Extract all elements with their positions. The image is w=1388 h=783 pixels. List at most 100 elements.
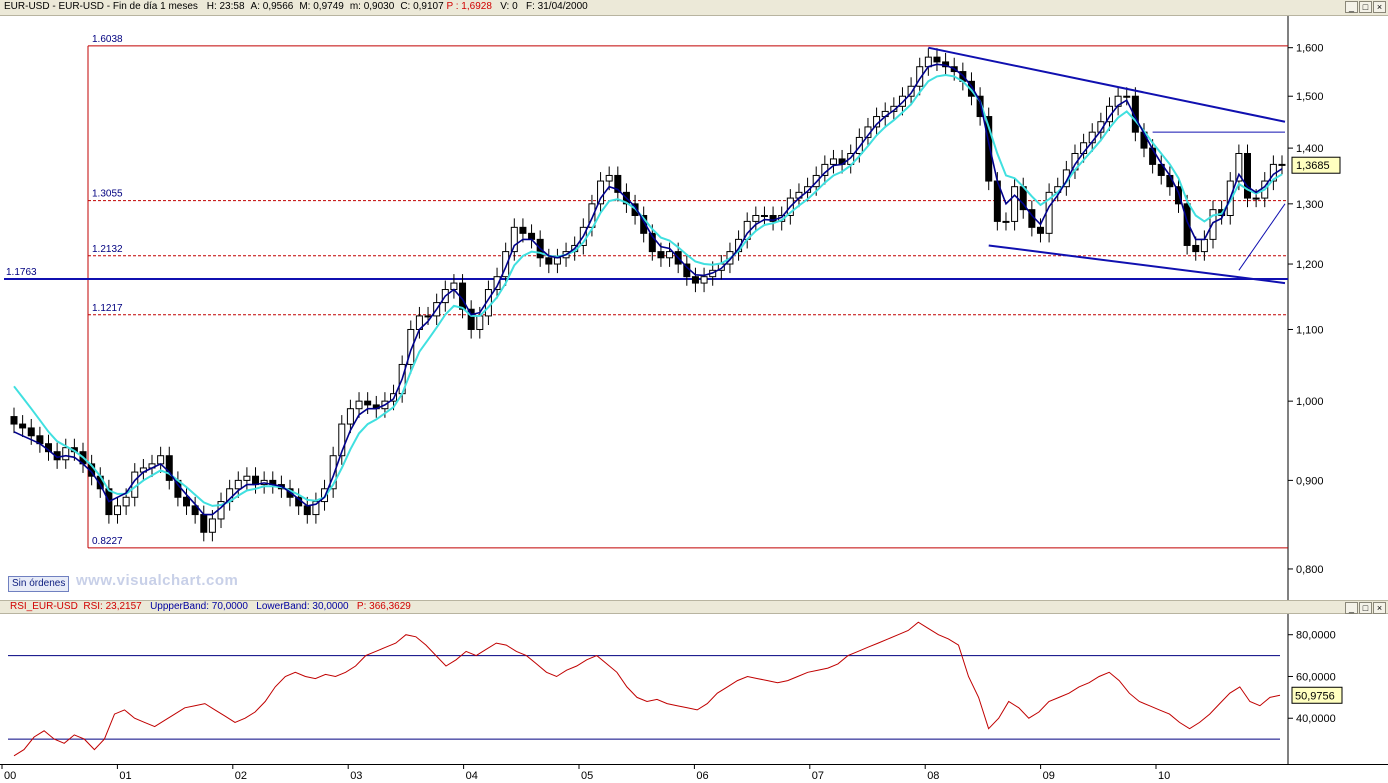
level-label: 1.6038 bbox=[92, 34, 123, 45]
candle bbox=[10, 416, 18, 425]
candle bbox=[666, 251, 674, 259]
header-field: H: 23:58 bbox=[206, 1, 245, 12]
candle bbox=[27, 427, 35, 437]
level-label: 1.3055 bbox=[92, 189, 123, 200]
candle bbox=[553, 257, 561, 265]
ma-fast-line bbox=[13, 63, 1283, 516]
f-field: F: 31/04/2000 bbox=[526, 1, 588, 12]
close-button[interactable]: × bbox=[1373, 1, 1386, 13]
candle bbox=[916, 66, 924, 87]
price-tick-label: 1,400 bbox=[1296, 143, 1324, 155]
rsi-line bbox=[13, 621, 1281, 757]
candle bbox=[907, 85, 915, 97]
candle bbox=[545, 257, 553, 265]
candle bbox=[329, 455, 337, 490]
candle bbox=[62, 447, 70, 461]
candle bbox=[510, 226, 518, 253]
maximize-button[interactable]: □ bbox=[1359, 1, 1372, 13]
rsi-value: RSI: 23,2157 bbox=[83, 601, 142, 612]
price-tick-label: 0,900 bbox=[1296, 475, 1324, 487]
candle bbox=[1105, 105, 1113, 123]
rsi-tick-label: 80,0000 bbox=[1296, 630, 1336, 642]
quote-info: EUR-USD - EUR-USD - Fin de día 1 meses H… bbox=[4, 1, 588, 12]
price-tick-label: 1,300 bbox=[1296, 199, 1324, 211]
candle bbox=[985, 116, 993, 182]
candle bbox=[648, 232, 656, 253]
candle bbox=[1235, 152, 1243, 182]
window-buttons: _ □ × bbox=[1345, 1, 1386, 13]
candle bbox=[1243, 152, 1251, 199]
candle bbox=[890, 105, 898, 112]
candle bbox=[700, 276, 708, 284]
candle bbox=[407, 328, 415, 365]
rsi-maximize-button[interactable]: □ bbox=[1359, 602, 1372, 614]
price-chart[interactable]: 1,600 1,500 1,400 1,300 1,200 1,100 1,000 0,900… bbox=[0, 16, 1388, 600]
candle bbox=[1123, 95, 1131, 98]
candle bbox=[364, 400, 372, 406]
candle bbox=[1192, 244, 1200, 253]
candle bbox=[855, 136, 863, 154]
candle bbox=[355, 400, 363, 410]
price-tick-label: 1,000 bbox=[1296, 396, 1324, 408]
level-label: 0.8227 bbox=[92, 536, 123, 547]
candle bbox=[191, 505, 199, 516]
time-tick-label: 04 bbox=[466, 770, 478, 782]
candle bbox=[657, 251, 665, 259]
candle bbox=[933, 56, 941, 63]
candle bbox=[476, 315, 484, 330]
candle bbox=[605, 174, 613, 182]
price-tick-label: 1,600 bbox=[1296, 43, 1324, 55]
price-tick-label: 1,500 bbox=[1296, 91, 1324, 103]
time-tick-label: 06 bbox=[696, 770, 708, 782]
candle bbox=[234, 479, 242, 490]
candle bbox=[303, 505, 311, 516]
candle bbox=[1002, 220, 1010, 223]
symbol-label: EUR-USD - EUR-USD bbox=[4, 1, 104, 12]
candle bbox=[1252, 197, 1260, 200]
candle bbox=[1200, 238, 1208, 253]
candle bbox=[467, 308, 475, 330]
candle bbox=[157, 455, 165, 465]
candle bbox=[243, 475, 251, 481]
rsi-chart[interactable]: 80,0000 60,0000 40,0000 50,9756 bbox=[0, 614, 1388, 764]
p-field: P : 1,6928 bbox=[446, 1, 492, 12]
candle bbox=[200, 514, 208, 533]
period-label: Fin de día 1 meses bbox=[112, 1, 198, 12]
orders-button[interactable]: Sin órdenes bbox=[8, 576, 70, 592]
price-tick-label: 1,200 bbox=[1296, 259, 1324, 271]
rsi-tick-label: 60,0000 bbox=[1296, 671, 1336, 683]
level-label: 1.1217 bbox=[92, 303, 123, 314]
candle bbox=[1036, 226, 1044, 234]
rsi-minimize-button[interactable]: _ bbox=[1345, 602, 1358, 614]
candle bbox=[614, 174, 622, 193]
time-tick-label: 07 bbox=[812, 770, 824, 782]
rsi-title-bar: RSI_EUR-USD RSI: 23,2157 UppperBand: 70,… bbox=[0, 600, 1388, 614]
time-axis: 00 01 02 03 04 05 06 07 08 09 10 bbox=[0, 764, 1388, 782]
candle bbox=[640, 214, 648, 234]
candle bbox=[519, 226, 527, 234]
price-tick-label: 1,100 bbox=[1296, 324, 1324, 336]
candle bbox=[493, 276, 501, 291]
rsi-last-box bbox=[1291, 686, 1343, 704]
time-tick-label: 05 bbox=[581, 770, 593, 782]
candle bbox=[597, 180, 605, 205]
rsi-upper-band: UppperBand: 70,0000 bbox=[150, 601, 248, 612]
trendline-lower bbox=[988, 244, 1286, 285]
rsi-name: RSI_EUR-USD bbox=[10, 601, 78, 612]
time-tick-label: 09 bbox=[1043, 770, 1055, 782]
rsi-info: RSI_EUR-USD RSI: 23,2157 UppperBand: 70,… bbox=[10, 601, 411, 612]
level-label: 1.2132 bbox=[92, 244, 123, 255]
time-tick-label: 01 bbox=[119, 770, 131, 782]
candle bbox=[752, 214, 760, 222]
time-tick-label: 03 bbox=[350, 770, 362, 782]
candle bbox=[1209, 209, 1217, 240]
level-label: 1.1763 bbox=[6, 267, 37, 278]
candle bbox=[346, 408, 354, 425]
rsi-close-button[interactable]: × bbox=[1373, 602, 1386, 614]
rsi-last-label: 50,9756 bbox=[1295, 690, 1335, 702]
candle bbox=[1011, 186, 1019, 222]
candle bbox=[19, 423, 27, 429]
header-field: A: 0,9566 bbox=[250, 1, 294, 12]
minimize-button[interactable]: _ bbox=[1345, 1, 1358, 13]
candle bbox=[691, 276, 699, 284]
